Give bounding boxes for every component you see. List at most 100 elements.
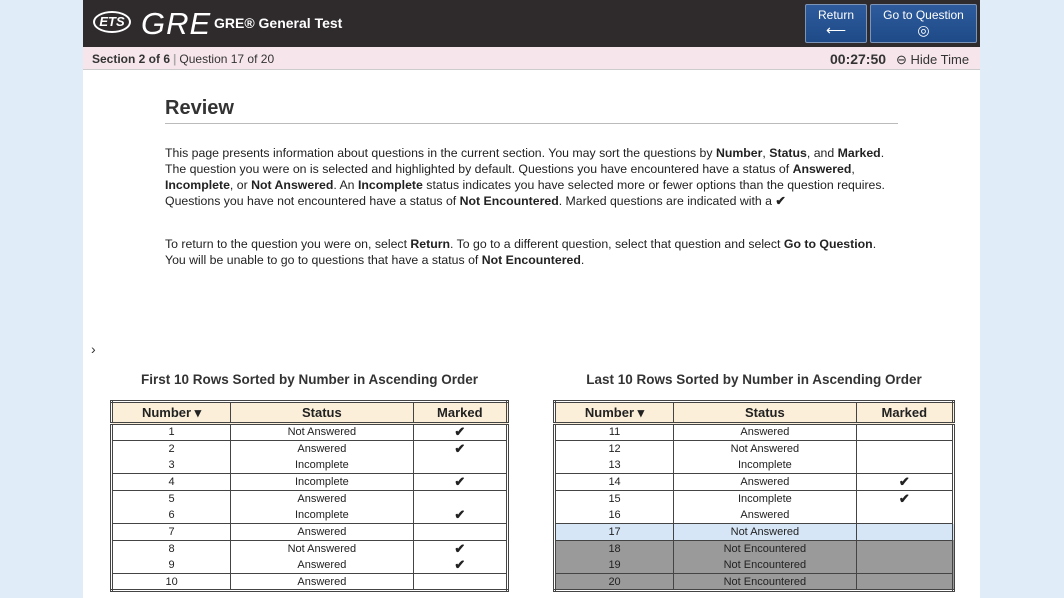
question-row[interactable]: 15 Incomplete ✔ xyxy=(553,489,955,507)
hide-time-label: Hide Time xyxy=(910,52,970,67)
test-page: ETS GRE GRE® General Test Return ⟵ Go to… xyxy=(83,0,980,598)
marked-cell xyxy=(412,489,509,507)
check-icon: ✔ xyxy=(412,539,509,557)
check-icon: ✔ xyxy=(412,439,509,457)
question-row[interactable]: 6 Incomplete ✔ xyxy=(110,506,509,524)
question-row[interactable]: 7 Answered xyxy=(110,523,509,541)
sort-by-number-header[interactable]: Number ▾ xyxy=(110,401,232,425)
question-row[interactable]: 10 Answered xyxy=(110,573,509,591)
text: , xyxy=(851,162,855,176)
sort-by-number-header[interactable]: Number ▾ xyxy=(553,401,675,425)
text: , or xyxy=(229,178,252,192)
question-number: 18 xyxy=(553,539,675,557)
question-row: 19 Not Encountered xyxy=(553,557,955,574)
status-bar: Section 2 of 6 | Question 17 of 20 00:27:5… xyxy=(83,47,980,70)
question-row[interactable]: 9 Answered ✔ xyxy=(110,557,509,574)
marked-cell xyxy=(855,423,955,441)
text: . The question you were on is selected a… xyxy=(165,146,885,176)
emphasis-text: Answered xyxy=(792,162,852,176)
text: . You will be unable to go to questions … xyxy=(165,237,877,267)
text: . An xyxy=(333,178,358,192)
question-row[interactable]: 13 Incomplete xyxy=(553,456,955,474)
question-status: Incomplete xyxy=(230,456,414,474)
question-number: 1 xyxy=(110,423,232,441)
marked-cell xyxy=(412,456,509,474)
marked-cell xyxy=(855,523,955,541)
instructions-paragraph-1: This page presents information about que… xyxy=(165,145,900,209)
question-status: Answered xyxy=(230,557,414,574)
instructions-paragraph-2: To return to the question you were on, s… xyxy=(165,236,900,268)
go-to-question-button[interactable]: Go to Question ◎ xyxy=(870,4,977,43)
question-number: 5 xyxy=(110,489,232,507)
question-row[interactable]: 2 Answered ✔ xyxy=(110,439,509,457)
section-indicator: Section 2 of 6 xyxy=(92,52,171,66)
text: This page presents information about que… xyxy=(165,146,716,160)
sort-by-marked-header[interactable]: Marked xyxy=(412,401,509,425)
question-status: Answered xyxy=(673,423,857,441)
text: . To go to a different question, select … xyxy=(450,237,784,251)
timer: 00:27:50 xyxy=(830,51,887,67)
question-row[interactable]: 8 Not Answered ✔ xyxy=(110,539,509,557)
page-title: Review xyxy=(165,97,898,124)
marked-cell xyxy=(855,539,955,557)
sort-by-status-header[interactable]: Status xyxy=(673,401,857,425)
marked-cell xyxy=(412,573,509,591)
question-number: 9 xyxy=(110,557,232,574)
question-number: 17 xyxy=(553,523,675,541)
question-row[interactable]: 14 Answered ✔ xyxy=(553,473,955,491)
marked-cell xyxy=(855,506,955,524)
chevron-right-icon[interactable]: › xyxy=(91,341,96,357)
text: , xyxy=(762,146,770,160)
target-icon: ◎ xyxy=(917,22,930,38)
return-button[interactable]: Return ⟵ xyxy=(805,4,867,43)
table-header-row: Number ▾ Status Marked xyxy=(110,401,509,425)
text: , and xyxy=(806,146,838,160)
question-row[interactable]: 17 Not Answered xyxy=(553,523,955,541)
question-number: 13 xyxy=(553,456,675,474)
question-status: Answered xyxy=(230,489,414,507)
question-number: 12 xyxy=(553,439,675,457)
question-number: 7 xyxy=(110,523,232,541)
left-table-title: First 10 Rows Sorted by Number in Ascend… xyxy=(140,372,479,387)
text: . Marked questions are indicated with a xyxy=(558,194,776,208)
question-status: Not Answered xyxy=(673,523,857,541)
question-number: 8 xyxy=(110,539,232,557)
sort-by-marked-header[interactable]: Marked xyxy=(855,401,955,425)
question-number: 20 xyxy=(553,573,675,591)
text: To return to the question you were on, s… xyxy=(165,237,411,251)
question-status: Not Answered xyxy=(673,439,857,457)
question-row[interactable]: 4 Incomplete ✔ xyxy=(110,473,509,491)
question-row[interactable]: 11 Answered xyxy=(553,423,955,441)
marked-cell xyxy=(855,557,955,574)
question-indicator: Question 17 of 20 xyxy=(179,52,275,66)
left-question-table: Number ▾ Status Marked 1 Not Answered ✔ … xyxy=(110,400,509,592)
question-status: Not Answered xyxy=(230,539,414,557)
question-row[interactable]: 5 Answered xyxy=(110,489,509,507)
emphasis-text: Incomplete xyxy=(357,178,423,192)
emphasis-text: ✔ xyxy=(775,194,786,208)
hide-time-button[interactable]: ⊖ Hide Time xyxy=(896,52,969,68)
marked-cell xyxy=(412,523,509,541)
question-row[interactable]: 12 Not Answered xyxy=(553,439,955,457)
sort-down-icon: ▾ xyxy=(194,404,202,420)
minus-circle-icon: ⊖ xyxy=(896,52,907,67)
check-icon: ✔ xyxy=(412,423,509,441)
question-row[interactable]: 3 Incomplete xyxy=(110,456,509,474)
question-status: Not Encountered xyxy=(673,557,857,574)
question-row[interactable]: 1 Not Answered ✔ xyxy=(110,423,509,441)
header: ETS GRE GRE® General Test Return ⟵ Go to… xyxy=(83,0,980,47)
question-number: 15 xyxy=(553,489,675,507)
question-number: 14 xyxy=(553,473,675,491)
emphasis-text: Go to Question xyxy=(783,237,873,251)
question-row[interactable]: 16 Answered xyxy=(553,506,955,524)
question-status: Not Encountered xyxy=(673,539,857,557)
ets-logo: ETS xyxy=(93,11,131,33)
question-number: 16 xyxy=(553,506,675,524)
emphasis-text: Not Encountered xyxy=(481,253,581,267)
marked-cell xyxy=(855,573,955,591)
question-number: 3 xyxy=(110,456,232,474)
emphasis-text: Not Encountered xyxy=(459,194,559,208)
sort-by-status-header[interactable]: Status xyxy=(230,401,414,425)
check-icon: ✔ xyxy=(412,557,509,574)
emphasis-text: Status xyxy=(769,146,807,160)
